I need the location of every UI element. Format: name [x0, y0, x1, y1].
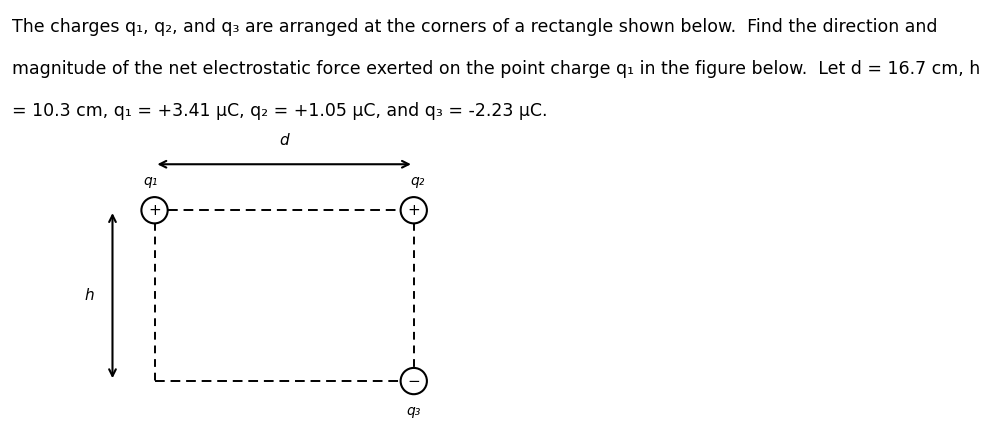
Text: −: −: [408, 374, 420, 389]
Text: q₁: q₁: [144, 174, 158, 188]
Text: q₃: q₃: [407, 404, 421, 418]
Text: +: +: [149, 203, 161, 218]
Text: h: h: [84, 288, 94, 303]
Text: The charges q₁, q₂, and q₃ are arranged at the corners of a rectangle shown belo: The charges q₁, q₂, and q₃ are arranged …: [12, 18, 937, 36]
Text: magnitude of the net electrostatic force exerted on the point charge q₁ in the f: magnitude of the net electrostatic force…: [12, 60, 980, 78]
Text: = 10.3 cm, q₁ = +3.41 μC, q₂ = +1.05 μC, and q₃ = -2.23 μC.: = 10.3 cm, q₁ = +3.41 μC, q₂ = +1.05 μC,…: [12, 102, 547, 120]
Text: d: d: [279, 134, 289, 148]
Text: q₂: q₂: [411, 174, 425, 188]
Text: +: +: [408, 203, 420, 218]
